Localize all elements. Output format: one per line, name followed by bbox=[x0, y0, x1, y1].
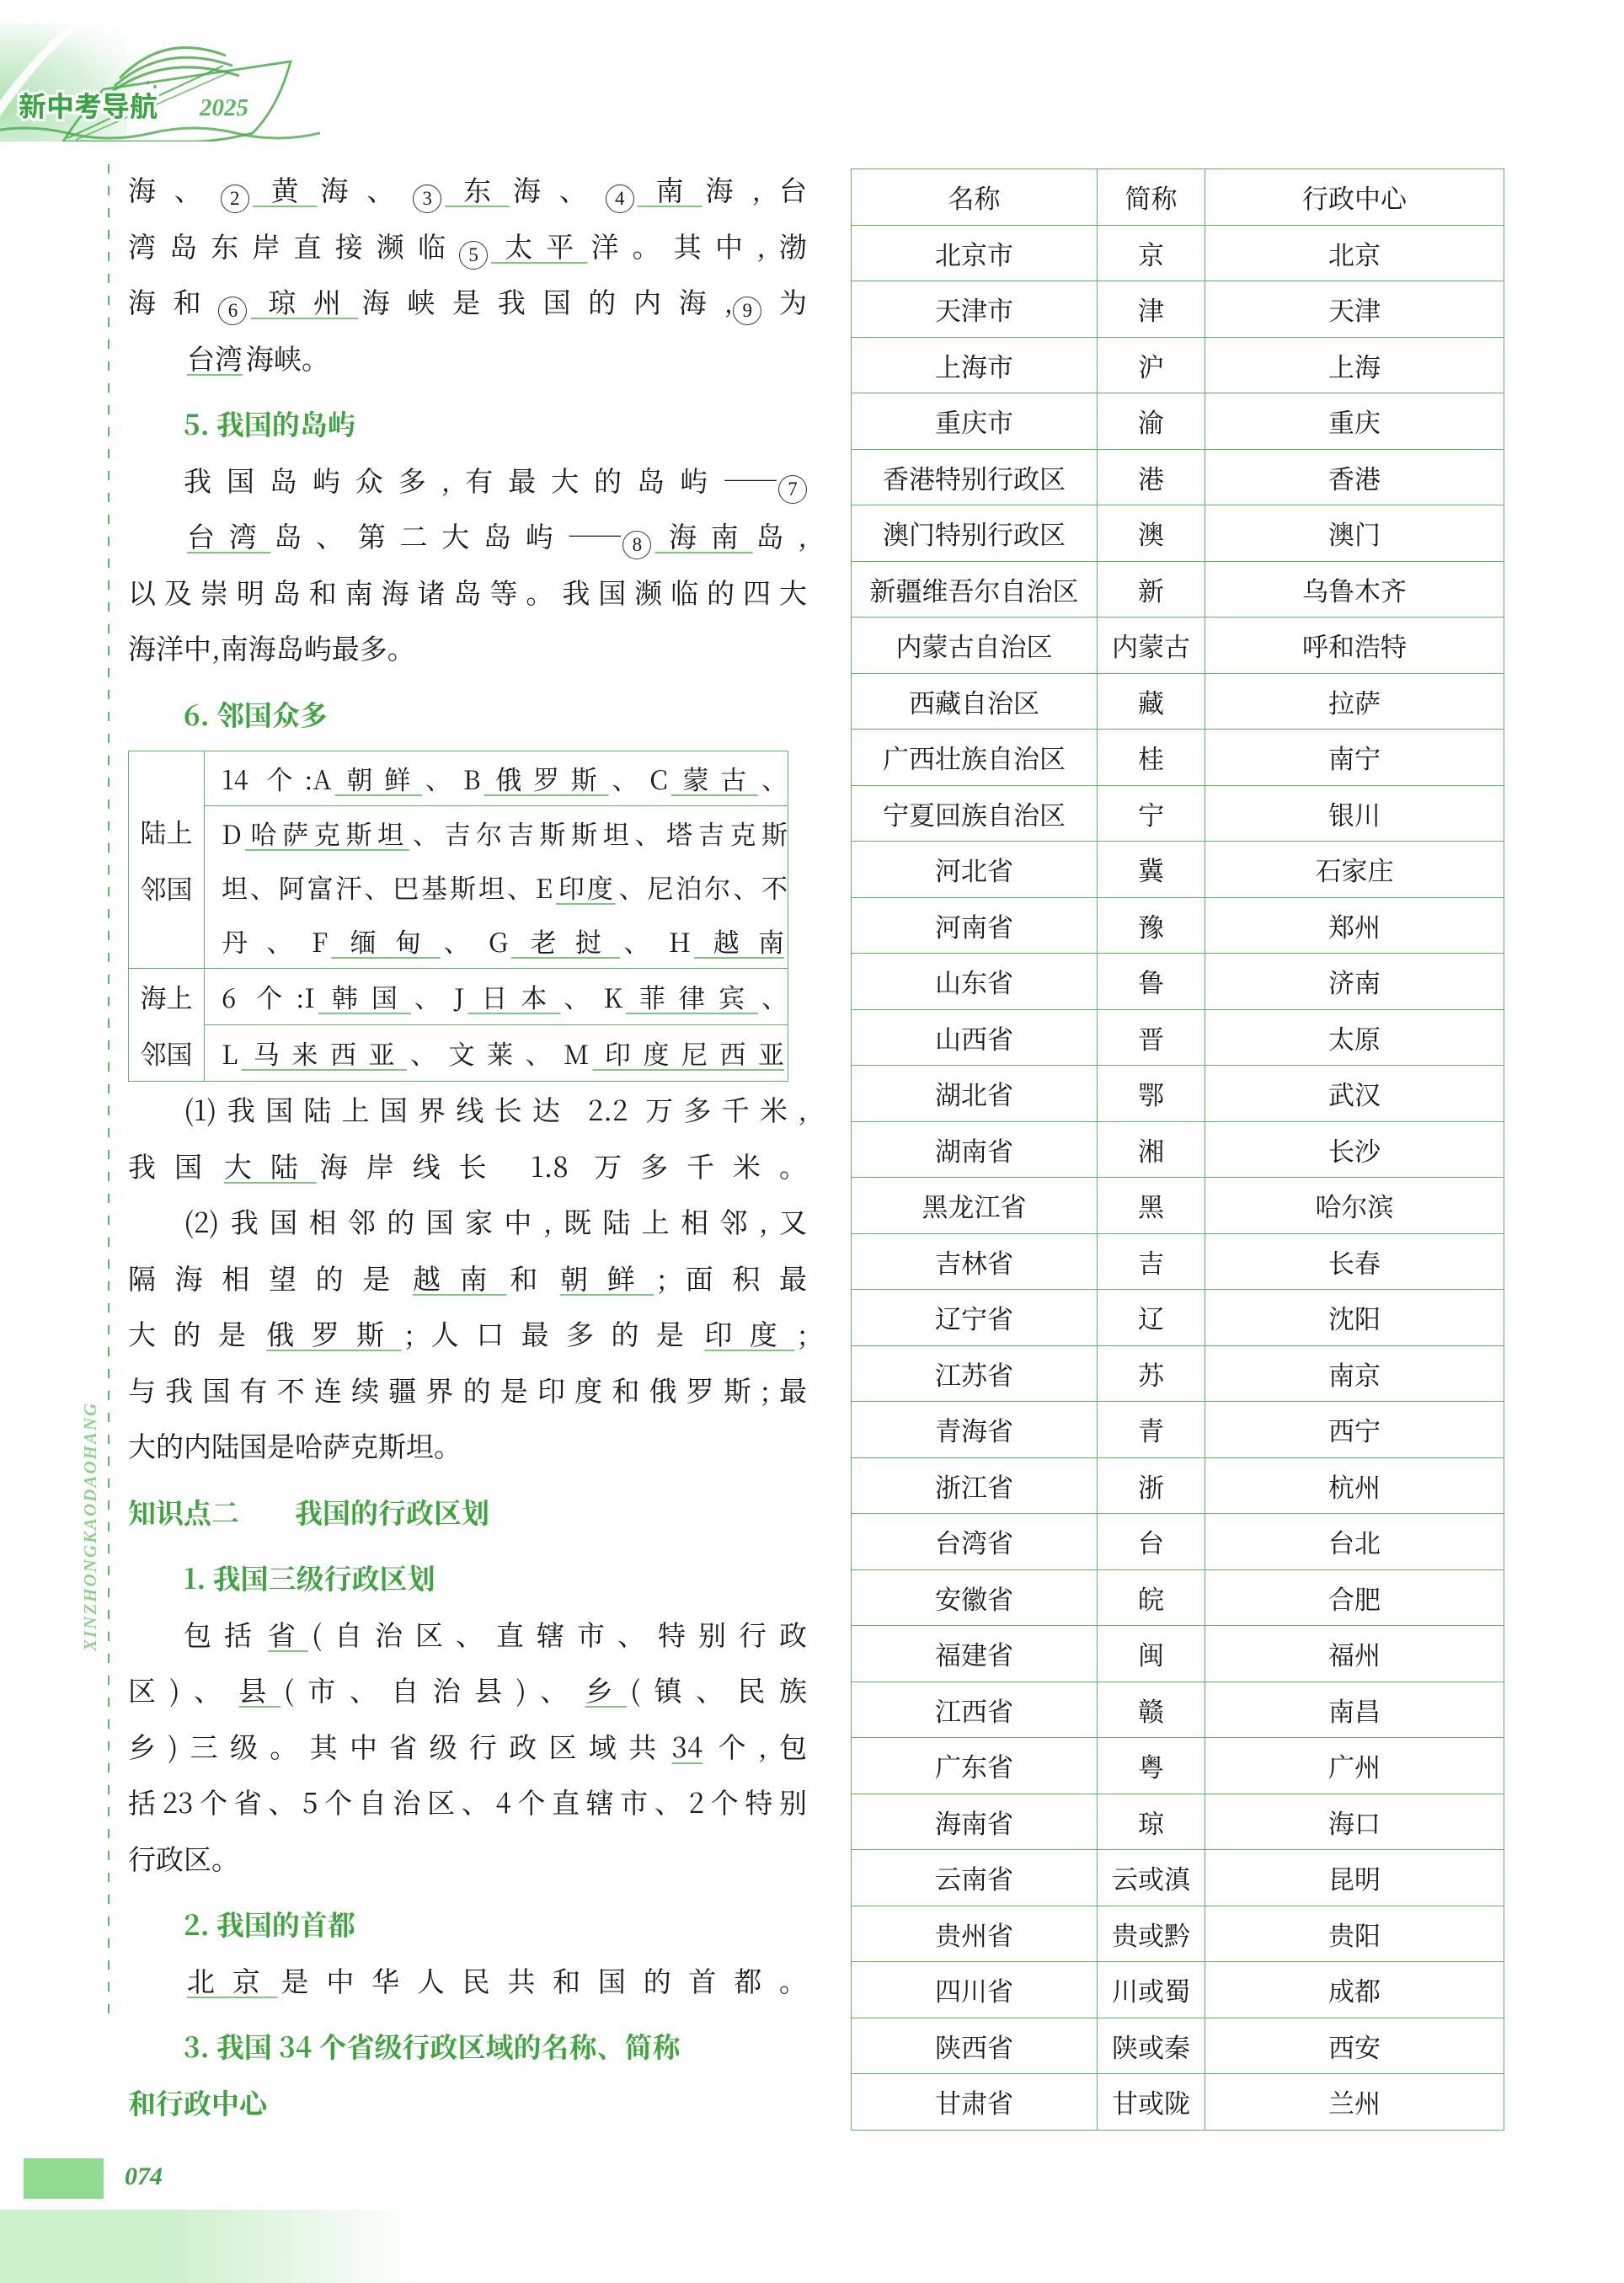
svg-text:2025: 2025 bbox=[199, 94, 248, 121]
svg-text:新中考导航: 新中考导航 bbox=[19, 84, 158, 125]
